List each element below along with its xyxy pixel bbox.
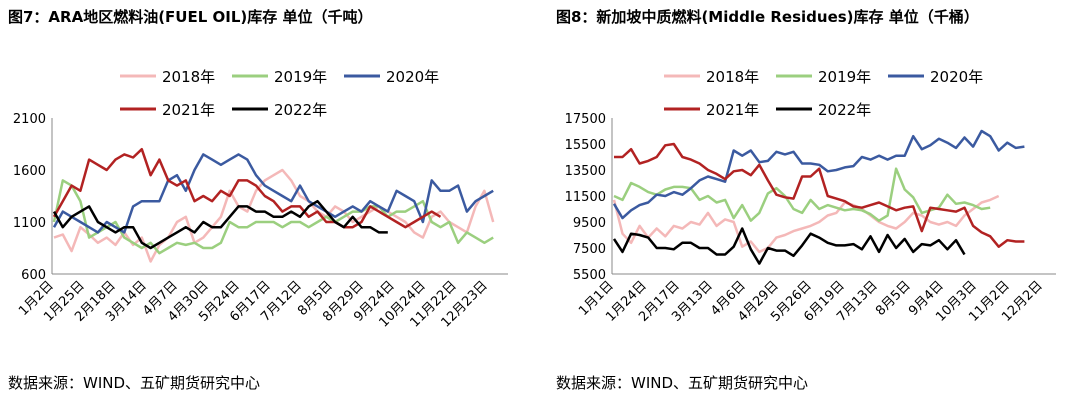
data-source-note: 数据来源：WIND、五矿期货研究中心 (556, 374, 809, 392)
y-tick-label: 1100 (13, 216, 46, 231)
series-line-2020年 (612, 129, 1025, 220)
y-tick-label: 15500 (565, 138, 606, 153)
y-tick-label: 5500 (573, 268, 606, 283)
legend-label: 2021年 (706, 101, 759, 119)
y-tick-label: 17500 (565, 112, 606, 127)
chart-title: 图8：新加坡中质燃料(Middle Residues)库存 单位（千桶） (556, 8, 979, 26)
series-line-2022年 (52, 199, 388, 250)
chart-title: 图7：ARA地区燃料油(FUEL OIL)库存 单位（千吨） (8, 8, 373, 26)
series-line-2021年 (614, 142, 1025, 248)
y-tick-label: 11500 (565, 190, 606, 205)
series-line-2019年 (52, 179, 494, 255)
chart-panel-ara: 图7：ARA地区燃料油(FUEL OIL)库存 单位（千吨） 2018年 2019… (8, 0, 538, 402)
series-line-2021年 (52, 147, 442, 229)
line-chart-ara-fuel-oil: 2018年 2019年 2020年 2021年 2022年 600 1100 1600 2100… (13, 68, 508, 331)
series-line-2022年 (612, 227, 966, 265)
series-line-2020年 (52, 153, 494, 234)
series-line-2018年 (612, 194, 1000, 254)
y-tick-label: 600 (21, 268, 46, 283)
y-tick-label: 13500 (565, 164, 606, 179)
y-tick-label: 1600 (13, 164, 46, 179)
y-tick-label: 7500 (573, 242, 606, 257)
legend-label: 2020年 (930, 68, 983, 86)
legend-label: 2019年 (818, 68, 871, 86)
x-tick-label: 8月5日 (873, 278, 914, 319)
series-line-2019年 (613, 167, 991, 222)
series-line-2018年 (53, 168, 495, 263)
legend-label: 2020年 (386, 68, 439, 86)
y-tick-label: 2100 (13, 112, 46, 127)
legend-label: 2018年 (162, 68, 215, 86)
legend: 2018年 2019年 2020年 2021年 2022年 (664, 68, 983, 119)
legend-label: 2019年 (274, 68, 327, 86)
legend-label: 2021年 (162, 101, 215, 119)
legend-label: 2018年 (706, 68, 759, 86)
legend-label: 2022年 (274, 101, 327, 119)
y-tick-label: 9500 (573, 216, 606, 231)
legend: 2018年 2019年 2020年 2021年 2022年 (120, 68, 439, 119)
legend-label: 2022年 (818, 101, 871, 119)
data-source-note: 数据来源：WIND、五矿期货研究中心 (8, 374, 261, 392)
chart-panel-singapore: 图8：新加坡中质燃料(Middle Residues)库存 单位（千桶） 201… (556, 0, 1074, 402)
line-chart-singapore-middle-residues: 2018年 2019年 2020年 2021年 2022年 5500 7500 9500 115… (565, 68, 1056, 325)
